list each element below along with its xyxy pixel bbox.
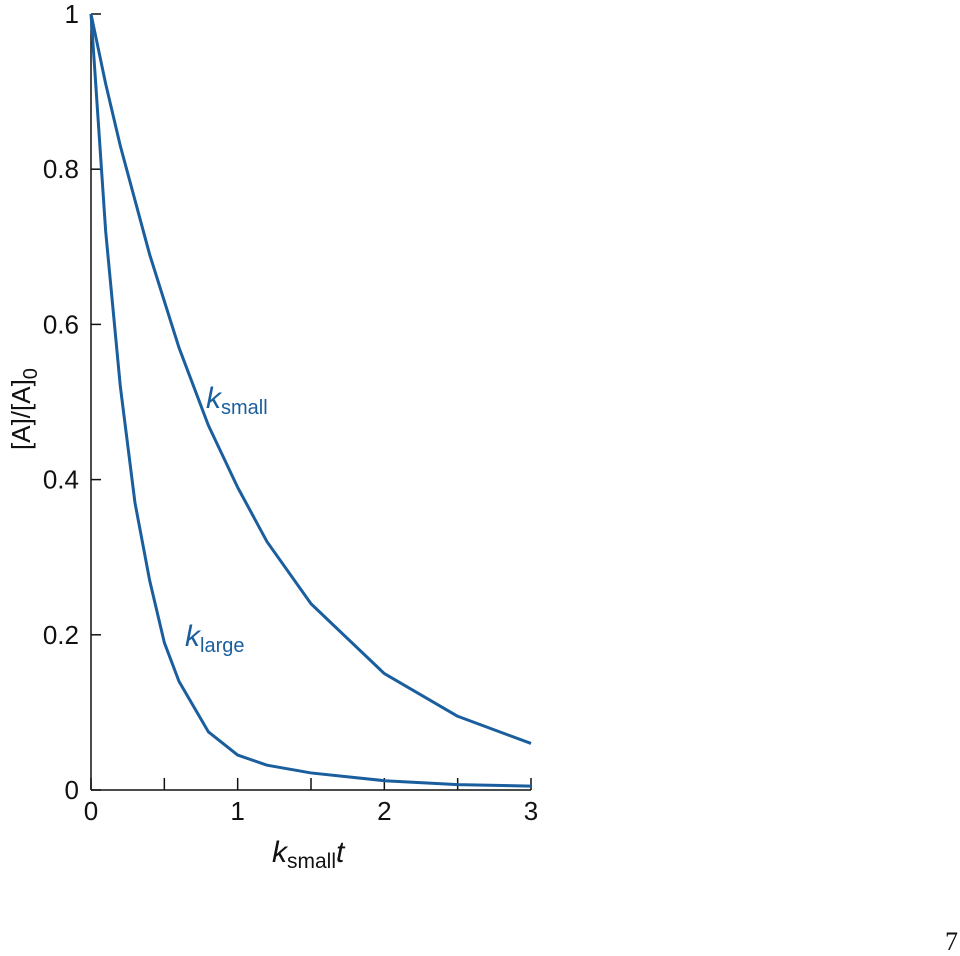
curve-label-name: k	[206, 382, 223, 415]
curve	[89, 13, 532, 788]
x-label-symbol: k	[272, 836, 289, 869]
curve-label-name: k	[185, 620, 202, 653]
y-axis-label: [A]/[A]0	[6, 368, 42, 450]
curve-label: ksmall	[206, 382, 268, 419]
y-label-subscript: 0	[20, 368, 42, 379]
curve-label-subscript: large	[200, 635, 244, 657]
y-tick-label: 0.2	[43, 620, 79, 650]
x-tick-label: 3	[524, 796, 538, 826]
y-tick-label: 0.8	[43, 154, 79, 184]
curve-label: klarge	[185, 620, 244, 657]
page-number: 7	[945, 927, 958, 956]
x-axis-label: ksmallt	[272, 836, 346, 873]
y-tick-label: 0.4	[43, 465, 79, 495]
y-label-text: [A]/[A]	[6, 379, 36, 450]
y-tick-label: 0.6	[43, 309, 79, 339]
x-tick-label: 2	[377, 796, 391, 826]
x-tick-label: 0	[84, 796, 98, 826]
y-tick-label: 1	[65, 0, 79, 29]
y-tick-label: 0	[65, 775, 79, 805]
curve	[89, 13, 532, 745]
x-label-subscript: small	[287, 850, 336, 873]
x-tick-label: 1	[230, 796, 244, 826]
curve-label-subscript: small	[221, 397, 268, 419]
x-label-variable: t	[336, 836, 346, 869]
